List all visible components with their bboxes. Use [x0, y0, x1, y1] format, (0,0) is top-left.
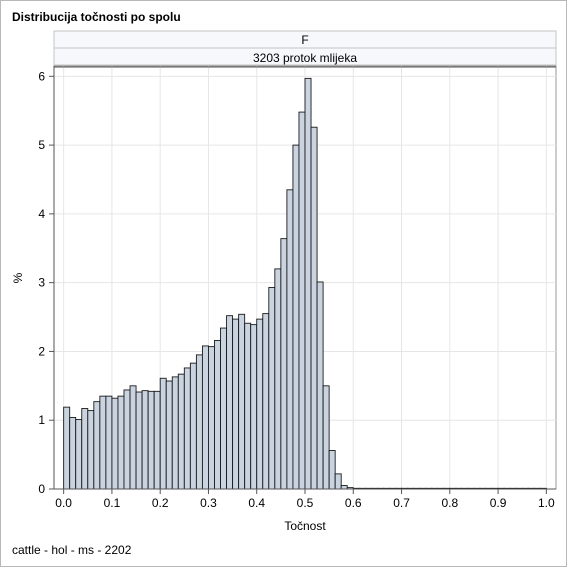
x-tick-label: 0.2: [152, 496, 169, 510]
histogram-bar: [171, 376, 179, 490]
footnote: cattle - hol - ms - 2202: [12, 543, 132, 557]
histogram-bar: [135, 391, 143, 490]
histogram-bar: [322, 385, 330, 490]
histogram-bar: [340, 485, 348, 490]
x-tick-label: 1.0: [538, 496, 555, 510]
y-tick-label: 4: [38, 207, 45, 221]
x-tick-label: 0.8: [441, 496, 458, 510]
histogram-bar: [208, 346, 215, 490]
y-tick-label: 1: [38, 413, 45, 427]
y-tick-label: 6: [38, 69, 45, 83]
histogram-bar: [274, 268, 282, 490]
histogram-bar: [75, 419, 83, 490]
x-tick-label: 0.7: [393, 496, 410, 510]
histogram-bar: [328, 450, 336, 490]
y-tick-label: 3: [38, 276, 45, 290]
panel-header-trait: 3203 protok mlijeka: [253, 51, 357, 65]
y-tick-label: 0: [38, 482, 45, 496]
y-axis-label: %: [11, 272, 25, 283]
histogram-bar: [93, 401, 101, 490]
histogram-bar: [147, 390, 155, 490]
histogram-bar: [280, 238, 288, 490]
x-axis-ticks: 0.0 0.1 0.2 0.3 0.4 0.5 0.6 0.7 0.8 0.9 1.0: [55, 489, 555, 510]
histogram-bar: [111, 397, 119, 490]
x-tick-label: 0.1: [104, 496, 121, 510]
x-tick-label: 0.6: [345, 496, 362, 510]
histogram-bar: [69, 417, 77, 490]
x-tick-label: 0.3: [200, 496, 217, 510]
y-tick-label: 5: [38, 138, 45, 152]
histogram-bar: [63, 406, 71, 490]
x-tick-label: 0.4: [248, 496, 265, 510]
histogram-bar: [334, 473, 342, 490]
histogram-bar: [250, 324, 258, 490]
histogram-bar: [286, 189, 294, 490]
panel-header-cell-2: [53, 47, 557, 66]
x-tick-label: 0.0: [55, 496, 72, 510]
histogram-bar: [304, 77, 312, 490]
histogram-bar: [262, 313, 270, 490]
histogram-bar: [292, 144, 300, 490]
histogram-bar: [123, 389, 131, 490]
histogram-bar: [268, 287, 276, 490]
histogram-bar: [99, 395, 107, 490]
histogram-bar: [256, 318, 264, 490]
histogram-bar: [316, 281, 324, 490]
histogram-bar: [189, 362, 197, 490]
histogram-bar: [105, 395, 113, 490]
x-tick-label: 0.5: [297, 496, 314, 510]
x-tick-label: 0.9: [490, 496, 507, 510]
histogram-bar: [226, 315, 234, 490]
histogram-bar: [298, 111, 306, 490]
y-tick-label: 2: [38, 344, 45, 358]
histogram-bar: [238, 313, 246, 490]
histogram-bar: [183, 367, 191, 490]
histogram-bar: [232, 318, 240, 490]
histogram-bar: [177, 373, 185, 490]
histogram-bar: [214, 339, 221, 490]
histogram-bar: [220, 327, 228, 490]
histogram-bar: [310, 126, 318, 490]
histogram-bar: [195, 354, 203, 490]
histogram-bar: [117, 395, 125, 490]
y-axis-ticks: 0 1 2 3 4 5 6: [38, 69, 54, 496]
panel-header-sex: F: [301, 33, 308, 47]
histogram-bar: [153, 390, 161, 490]
chart-title: Distribucija točnosti po spolu: [12, 10, 181, 24]
histogram-bar: [81, 408, 89, 490]
histogram-bar: [141, 390, 149, 490]
x-axis-label: Točnost: [284, 519, 326, 533]
histogram-bar: [87, 410, 95, 490]
histogram-bar: [201, 345, 209, 490]
histogram-bar: [129, 385, 137, 490]
histogram-bar: [165, 380, 173, 490]
histogram-bar: [244, 322, 252, 490]
histogram-bar: [159, 377, 167, 490]
